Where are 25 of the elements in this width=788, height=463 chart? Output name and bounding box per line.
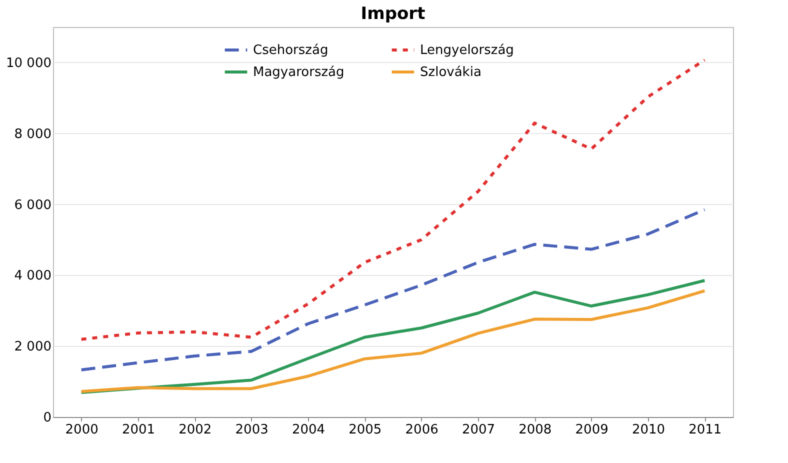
chart-title: Import [360,4,426,24]
x-tick-label: 2000 [65,422,98,438]
line-series [80,58,706,341]
legend-label: Szlovákia [420,65,482,80]
y-tick-label: 4 000 [14,268,52,284]
x-tick-label: 2010 [632,422,666,438]
x-tick-label: 2006 [405,422,438,438]
x-tick-label: 2005 [348,422,382,438]
x-tick-label: 2008 [518,422,552,438]
x-tick-label: 2001 [122,422,156,438]
x-tick-label: 2004 [292,422,326,438]
x-tick-label: 2007 [462,422,496,438]
legend-label: Lengyelország [420,43,514,58]
y-tick-label: 8 000 [14,126,52,142]
y-tick-label: 6 000 [14,198,52,213]
y-tick-label: 10 000 [6,56,52,71]
x-tick-label: 2009 [575,422,608,438]
y-tick-label: 0 [43,410,52,426]
line-series [80,208,706,372]
legend-label: Magyarország [253,65,344,80]
x-tick-label: 2011 [688,422,722,438]
y-tick-label: 2 000 [14,340,52,355]
x-tick-label: 2002 [178,422,212,438]
legend-label: Csehország [253,43,328,58]
x-tick-label: 2003 [235,422,268,438]
